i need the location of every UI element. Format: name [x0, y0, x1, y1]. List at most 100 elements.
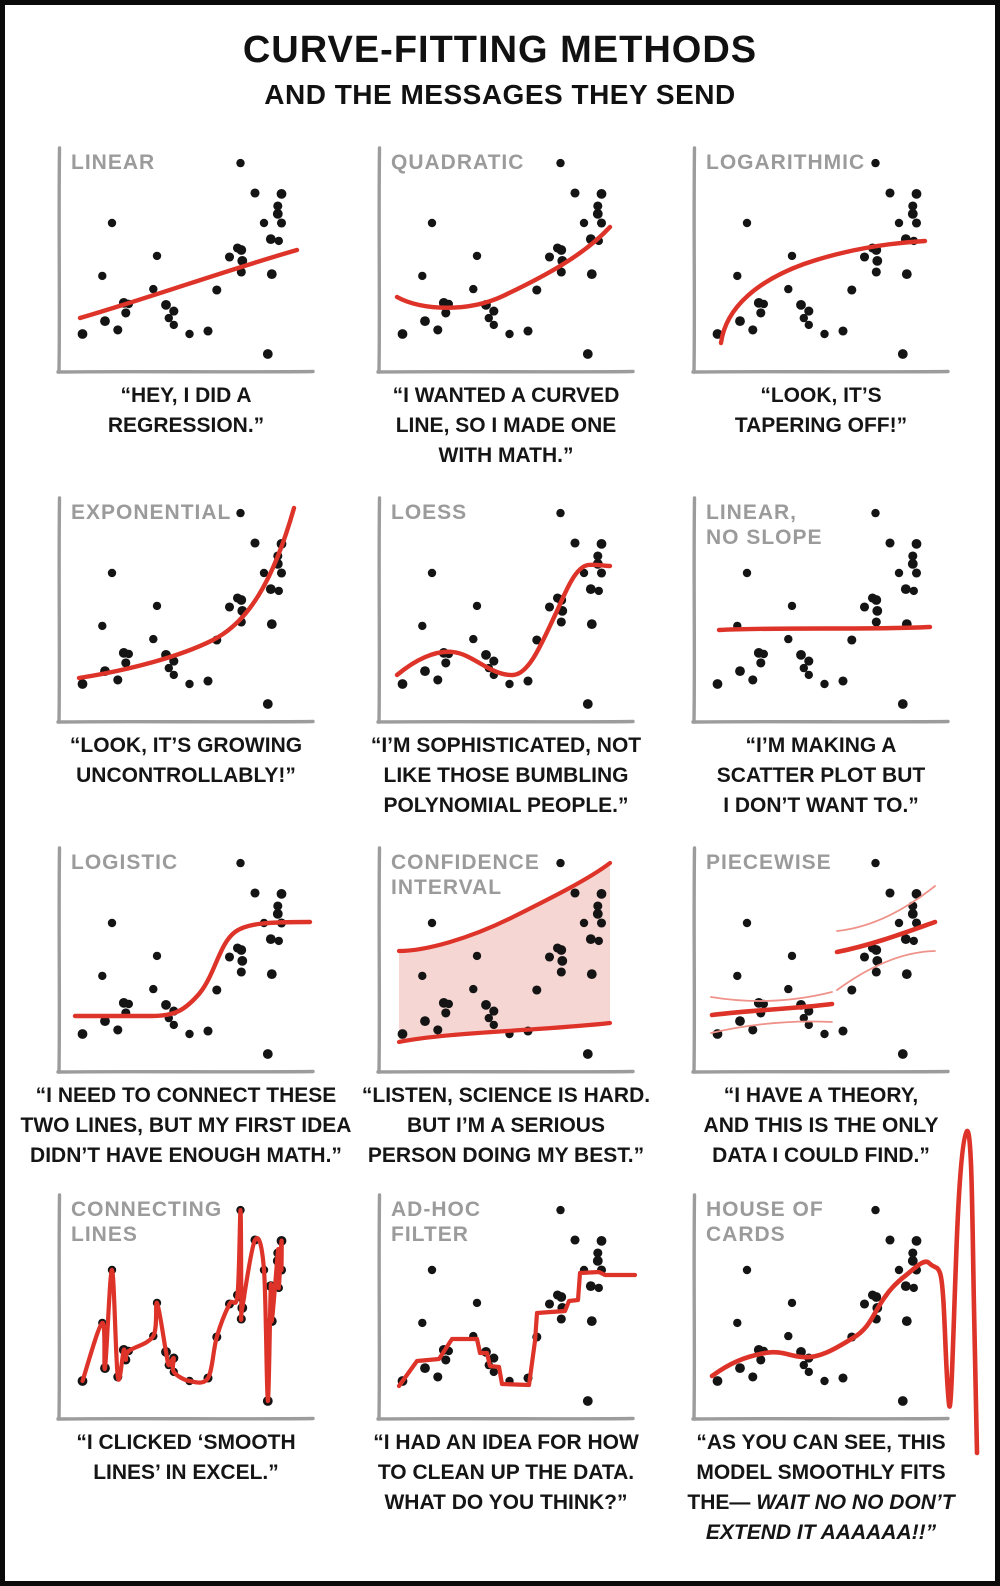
panel-loess: LOESS “I’M SOPHISTICATED, NOT LIKE THOSE … — [371, 494, 641, 817]
caption-line: LINES’ IN EXCEL.” — [16, 1458, 356, 1488]
data-point — [544, 252, 555, 262]
data-point — [593, 551, 603, 561]
data-point — [908, 551, 918, 561]
data-point — [756, 1355, 766, 1365]
data-point — [759, 999, 768, 1009]
data-point — [838, 326, 848, 336]
panel-label: LOESS — [391, 501, 468, 524]
data-point — [444, 999, 453, 1009]
data-point — [433, 325, 443, 335]
data-point — [804, 306, 814, 316]
data-point — [236, 245, 247, 255]
data-point — [579, 568, 589, 578]
panel-exponential: EXPONENTIAL “LOOK, IT’S GROWING UNCONTROL… — [56, 494, 315, 787]
data-point — [98, 971, 107, 981]
data-point — [748, 325, 758, 335]
data-point — [911, 918, 922, 928]
caption-text: PERSON DOING MY BEST.” — [367, 1144, 645, 1167]
data-point — [871, 595, 882, 605]
data-point — [784, 634, 793, 644]
data-point — [427, 1265, 437, 1275]
caption-text: I DON’T WANT TO.” — [723, 794, 919, 817]
panel-caption: “LISTEN, SCIENCE IS HARD. BUT I’M A SERIO… — [336, 1081, 676, 1171]
data-point — [236, 595, 247, 605]
caption-text: REGRESSION.” — [107, 414, 265, 437]
data-point — [113, 325, 123, 335]
data-point — [901, 269, 912, 279]
caption-line: “I HAVE A THEORY, — [651, 1081, 991, 1111]
caption-text: “AS YOU CAN SEE, THIS — [696, 1431, 946, 1454]
data-point — [796, 300, 806, 310]
caption-line: “I WANTED A CURVED — [336, 381, 676, 411]
data-point — [900, 1281, 911, 1291]
panel-quadratic: QUADRATIC “I WANTED A CURVED LINE, SO I M… — [376, 144, 635, 467]
data-point — [433, 1025, 443, 1035]
panel-piecewise: PIECEWISE “I HAVE A THEORY, AND THIS IS T… — [691, 844, 950, 1167]
data-point — [804, 1020, 813, 1030]
data-point — [557, 956, 568, 966]
y-axis-line — [692, 846, 697, 1074]
panel-logarithmic: LOGARITHMIC “LOOK, IT’S TAPERING OFF!” — [691, 144, 950, 437]
data-point — [586, 969, 597, 979]
fit-curves — [709, 1128, 980, 1456]
data-point — [161, 300, 171, 310]
data-point — [505, 679, 514, 689]
fit-curves — [718, 238, 928, 346]
data-point — [784, 1331, 793, 1341]
data-point — [433, 675, 443, 685]
data-point — [742, 568, 752, 578]
caption-text: “I HAVE A THEORY, — [723, 1084, 919, 1107]
data-point — [908, 201, 918, 211]
data-point — [164, 663, 173, 673]
fit-curves — [76, 505, 297, 681]
data-point — [901, 969, 912, 979]
caption-line: LIKE THOSE BUMBLING — [336, 761, 676, 791]
panel-caption: “I HAVE A THEORY, AND THIS IS THE ONLY DAT… — [651, 1081, 991, 1171]
data-point — [169, 320, 178, 330]
panel-linear: LINEAR “HEY, I DID A REGRESSION.” — [56, 144, 315, 437]
data-point — [276, 189, 287, 199]
scatter-plot — [691, 846, 950, 1074]
data-point — [756, 658, 766, 668]
data-point — [149, 634, 158, 644]
caption-line: “I NEED TO CONNECT THESE — [16, 1081, 356, 1111]
scatter-plot — [691, 146, 950, 374]
data-point — [274, 936, 283, 946]
data-point — [585, 934, 596, 944]
panel-caption: “HEY, I DID A REGRESSION.” — [16, 381, 356, 441]
data-point — [481, 650, 491, 660]
data-point — [885, 538, 895, 548]
data-point — [908, 1248, 918, 1258]
data-point — [532, 985, 542, 995]
x-axis-line — [56, 719, 315, 724]
data-point — [784, 284, 793, 294]
data-point — [469, 634, 478, 644]
data-point — [871, 858, 880, 868]
caption-text: LINES’ IN EXCEL.” — [93, 1461, 279, 1484]
data-point — [236, 858, 245, 868]
caption-line: I DON’T WANT TO.” — [651, 791, 991, 821]
data-point — [582, 699, 593, 709]
fit-curve — [834, 919, 938, 955]
scatter-plot — [376, 146, 635, 374]
fit-curve — [396, 1020, 613, 1045]
data-point — [532, 285, 542, 295]
data-point — [596, 189, 607, 199]
data-point — [469, 984, 478, 994]
fit-curves — [72, 919, 313, 1019]
data-point — [420, 666, 430, 676]
fit-curve — [77, 247, 300, 321]
data-point — [847, 985, 857, 995]
data-point — [556, 617, 566, 627]
data-point — [250, 188, 260, 198]
caption-text: WAIT NO NO DON’T — [756, 1491, 955, 1514]
caption-line: WITH MATH.” — [336, 441, 676, 471]
data-point — [77, 679, 88, 689]
scatter-plot — [376, 846, 635, 1074]
data-point — [556, 945, 567, 955]
data-point — [859, 602, 870, 612]
panel-caption: “I CLICKED ‘SMOOTH LINES’ IN EXCEL.” — [16, 1428, 356, 1488]
caption-line: BUT I’M A SERIOUS — [336, 1111, 676, 1141]
data-point — [544, 952, 555, 962]
data-point — [804, 656, 814, 666]
